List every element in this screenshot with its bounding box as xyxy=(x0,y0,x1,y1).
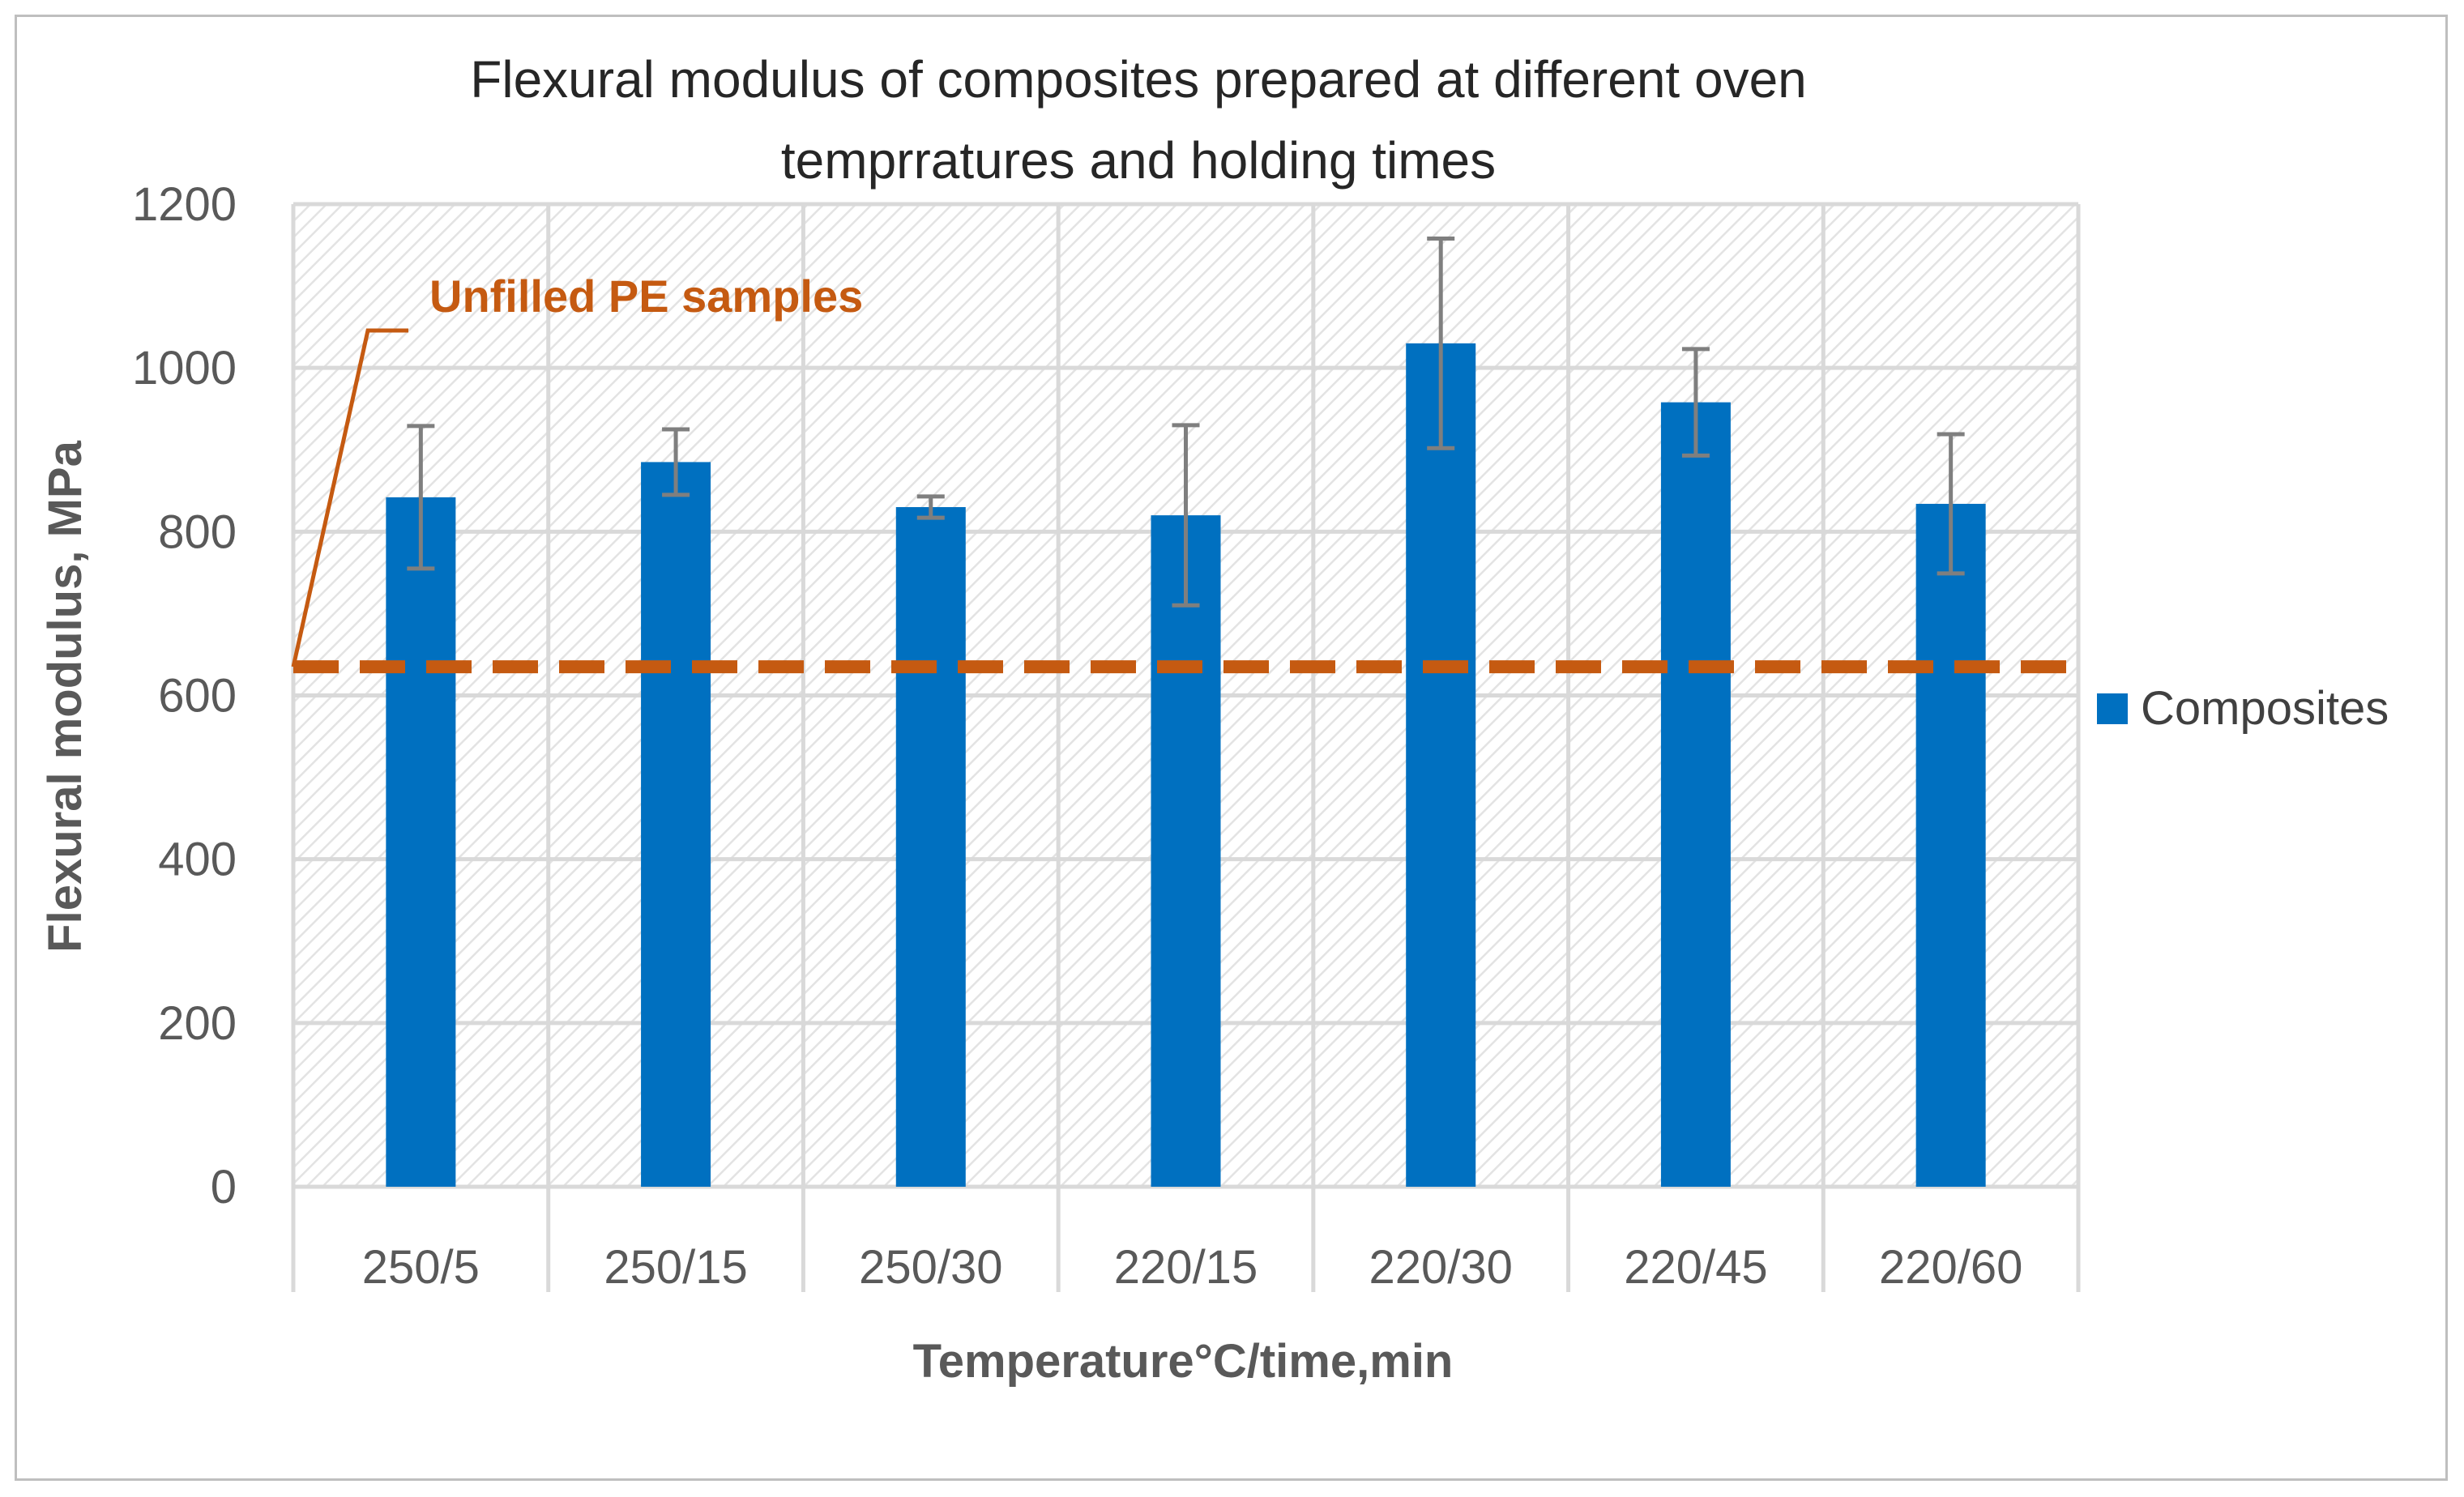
y-tick-label-0: 0 xyxy=(211,1161,237,1213)
bars xyxy=(386,343,1986,1187)
reference-label: Unfilled PE samples xyxy=(429,271,863,322)
gridlines xyxy=(291,202,2081,1292)
reference-callout-leader xyxy=(291,328,408,667)
error-bar-220-60 xyxy=(1937,432,1965,576)
bar-250-15 xyxy=(641,462,711,1187)
error-bar-220-30 xyxy=(1427,236,1455,450)
y-tick-label-5: 1000 xyxy=(132,342,237,395)
bar-250-5 xyxy=(386,497,456,1187)
error-bar-220-45 xyxy=(1681,347,1710,458)
x-tick-label-250-15: 250/15 xyxy=(604,1241,747,1294)
y-tick-label-3: 600 xyxy=(158,670,237,723)
bar-250-30 xyxy=(895,507,966,1187)
x-axis-ticks: 250/5 250/15 250/30 220/15 220/30 220/45 220/6… xyxy=(362,1241,2023,1294)
bar-220-60 xyxy=(1915,503,1986,1187)
x-tick-label-220-60: 220/60 xyxy=(1879,1241,2022,1294)
x-tick-label-250-30: 250/30 xyxy=(859,1241,1002,1294)
legend-swatch-composites xyxy=(2097,693,2128,724)
y-tick-label-6: 1200 xyxy=(132,178,237,231)
bar-220-15 xyxy=(1151,515,1221,1187)
error-bar-250-30 xyxy=(916,494,945,520)
y-axis-title: Flexural modulus, MPa xyxy=(39,440,92,952)
x-tick-label-220-15: 220/15 xyxy=(1114,1241,1258,1294)
x-axis-title: Temperature°C/time,min xyxy=(913,1335,1454,1388)
error-bar-250-5 xyxy=(407,424,435,571)
y-tick-label-2: 400 xyxy=(158,834,237,886)
error-bars xyxy=(407,236,1965,608)
chart-title-line-2: temprratures and holding times xyxy=(781,131,1496,190)
x-tick-label-250-5: 250/5 xyxy=(362,1241,480,1294)
chart-title-line-1: Flexural modulus of composites prepared … xyxy=(470,50,1807,109)
legend-label-composites: Composites xyxy=(2141,682,2389,735)
x-tick-label-220-45: 220/45 xyxy=(1624,1241,1767,1294)
error-bar-250-15 xyxy=(662,427,690,497)
bar-220-45 xyxy=(1660,402,1731,1187)
bar-220-30 xyxy=(1406,343,1476,1187)
y-tick-label-4: 800 xyxy=(158,505,237,558)
error-bar-220-15 xyxy=(1172,423,1200,608)
x-tick-label-220-30: 220/30 xyxy=(1369,1241,1513,1294)
y-tick-label-1: 200 xyxy=(158,997,237,1050)
y-axis-ticks: 0 200 400 600 800 1000 1200 xyxy=(132,178,237,1213)
